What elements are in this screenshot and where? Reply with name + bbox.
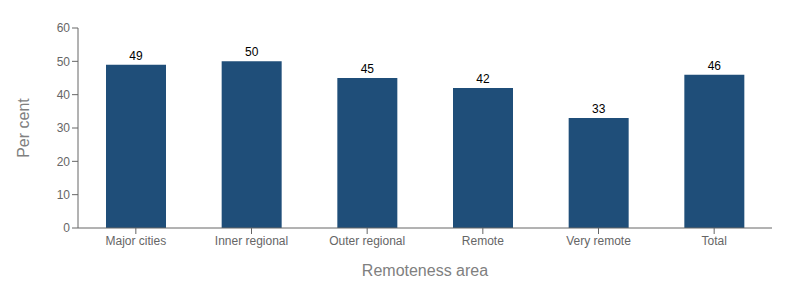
svg-text:46: 46 (708, 59, 722, 73)
svg-text:60: 60 (57, 21, 71, 35)
svg-text:Outer regional: Outer regional (329, 234, 405, 248)
svg-text:Total: Total (701, 234, 726, 248)
svg-text:30: 30 (57, 121, 71, 135)
svg-text:40: 40 (57, 88, 71, 102)
svg-text:Remote: Remote (462, 234, 504, 248)
svg-text:Remoteness area: Remoteness area (362, 262, 488, 279)
svg-text:Major cities: Major cities (105, 234, 166, 248)
svg-text:20: 20 (57, 155, 71, 169)
svg-text:33: 33 (592, 102, 606, 116)
svg-text:45: 45 (361, 62, 375, 76)
svg-text:50: 50 (57, 55, 71, 69)
svg-text:Very remote: Very remote (566, 234, 631, 248)
svg-text:50: 50 (245, 45, 259, 59)
svg-text:49: 49 (129, 49, 143, 63)
svg-text:0: 0 (63, 221, 70, 235)
svg-text:10: 10 (57, 188, 71, 202)
svg-text:42: 42 (476, 72, 490, 86)
svg-text:Inner regional: Inner regional (215, 234, 288, 248)
svg-text:Per cent: Per cent (15, 98, 32, 158)
